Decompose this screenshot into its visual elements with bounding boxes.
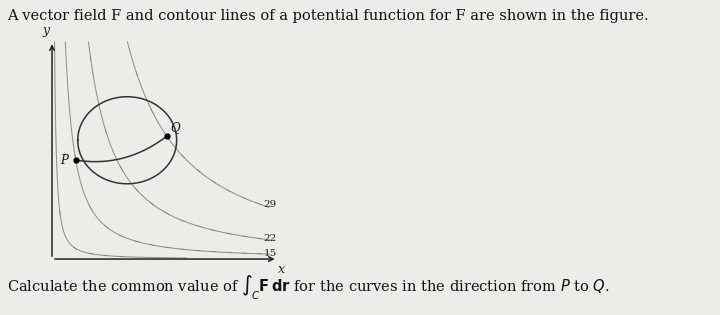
Text: A vector field F and contour lines of a potential function for F are shown in th: A vector field F and contour lines of a …: [7, 9, 649, 23]
Text: x: x: [278, 263, 285, 276]
Text: 29: 29: [264, 200, 277, 209]
Text: Calculate the common value of $\int_C \mathbf{F}\,\mathbf{dr}$ for the curves in: Calculate the common value of $\int_C \m…: [7, 274, 610, 302]
Text: P: P: [60, 154, 68, 167]
Text: Q: Q: [171, 121, 180, 134]
Text: y: y: [42, 25, 50, 37]
Text: 15: 15: [264, 249, 277, 258]
Text: 22: 22: [264, 234, 277, 243]
